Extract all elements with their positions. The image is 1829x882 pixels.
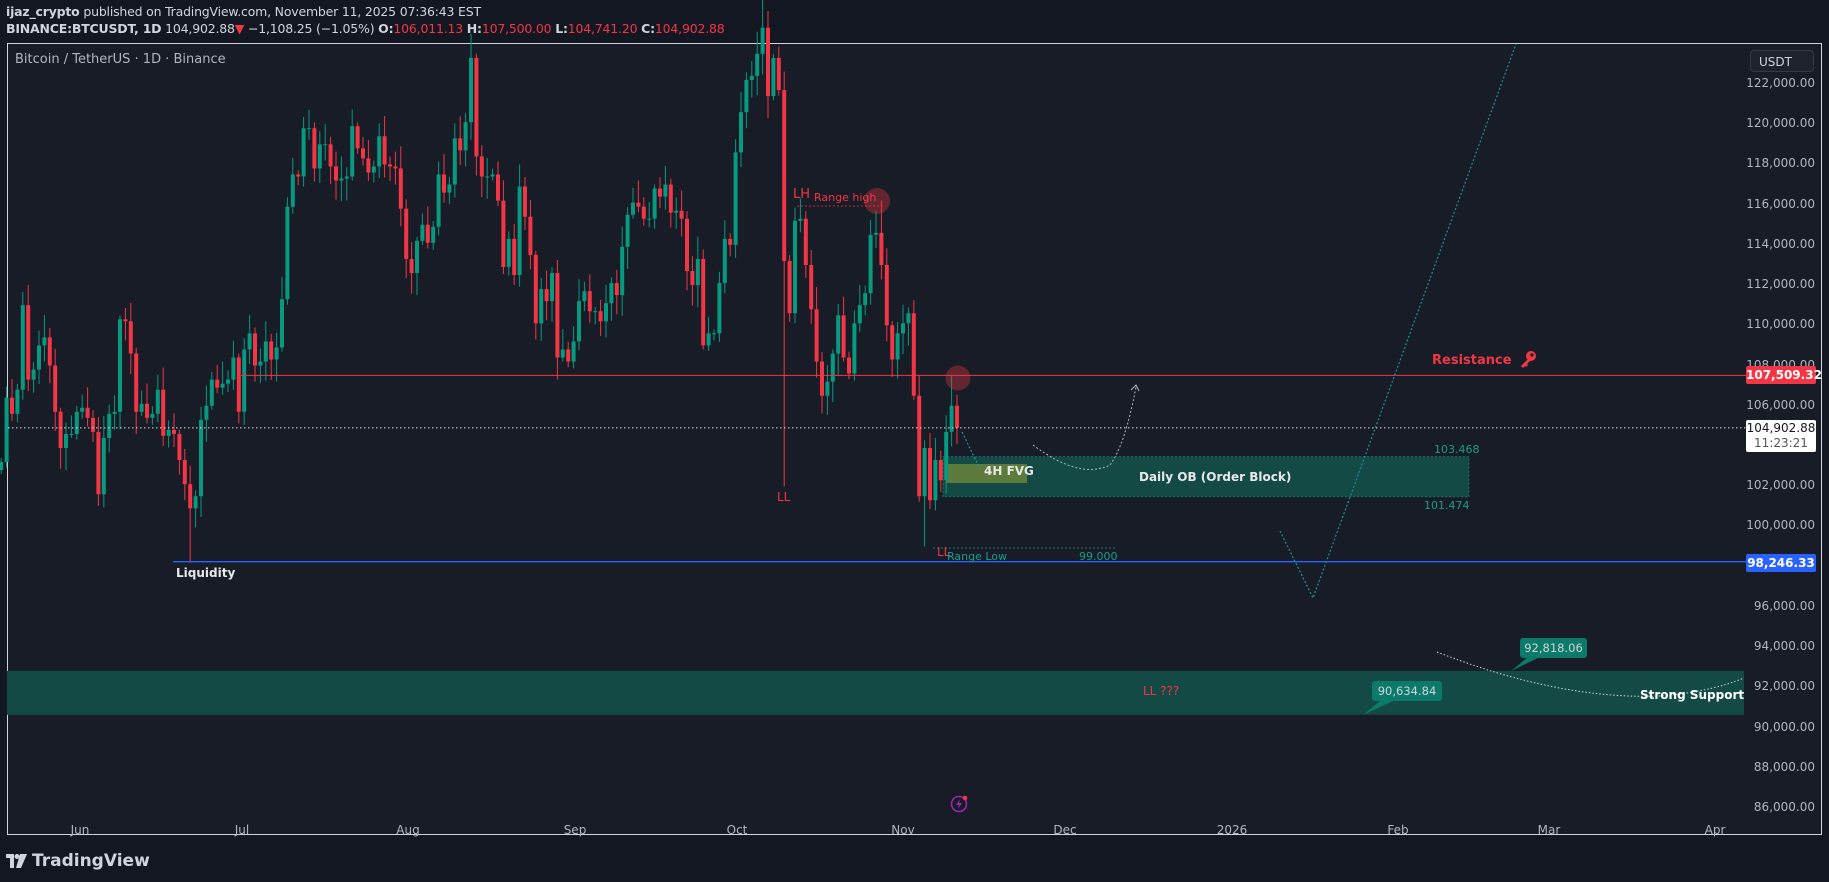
resistance-price-badge: 107,509.32 [1746,366,1822,384]
range-low-label: Range Low [947,550,1008,563]
v-projection-path[interactable] [1279,43,1517,600]
price-callout-lower: 90,634.84 [1372,681,1442,701]
price-axis-tick: 120,000.00 [1746,116,1815,131]
high-label: H: [466,21,482,36]
price-axis-tick: 86,000.00 [1753,799,1815,814]
price-axis-tick: 118,000.00 [1746,156,1815,171]
callout-upper-pointer [1511,657,1540,671]
price-axis-tick: 106,000.00 [1746,397,1815,412]
price-axis-tick: 94,000.00 [1753,639,1815,654]
strong-support-label: Strong Support [1640,688,1745,702]
price-axis-tick: 112,000.00 [1746,277,1815,292]
time-axis-tick: Sep [563,823,587,837]
ll-label-oct: LL [777,490,791,504]
ohlc-legend: BINANCE:BTCUSDT, 1D 104,902.88▼ −1,108.2… [6,21,725,36]
ob-top-value: 103.468 [1434,443,1480,456]
strong-support-zone[interactable] [7,670,1744,715]
ll-label-nov: LL [937,545,951,559]
low-value: 104,741.20 [567,21,638,36]
price-axis-tick: 122,000.00 [1746,76,1815,90]
close-value: 104,902.88 [654,21,725,36]
currency-button[interactable]: USDT [1750,50,1814,72]
ll-question-label: LL ??? [1143,684,1180,698]
daily-ob-label: Daily OB (Order Block) [1139,470,1292,484]
time-axis-tick: Apr [1704,823,1726,837]
resistance-test-circle[interactable] [945,365,971,391]
alert-lightning-icon[interactable] [950,794,970,818]
high-value: 107,500.00 [481,21,552,36]
ob-bottom-value: 101.474 [1424,499,1470,512]
low-label: L: [555,21,568,36]
price-axis-tick: 110,000.00 [1746,317,1815,332]
price-axis-tick: 116,000.00 [1746,196,1815,211]
published-text: published on TradingView.com, November 1… [83,4,481,19]
bar-countdown: 11:23:21 [1754,436,1808,450]
chart-title: Bitcoin / TetherUS · 1D · Binance [15,52,226,67]
price-axis-tick: 100,000.00 [1746,518,1815,533]
price-axis-tick: 90,000.00 [1753,719,1815,734]
range-high-label: Range high [814,191,877,204]
time-axis-tick: Dec [1053,823,1077,837]
time-axis-tick: Mar [1537,823,1561,837]
current-price-badge: 104,902.88 11:23:21 [1746,420,1816,452]
price-axis-tick: 114,000.00 [1746,236,1815,251]
last-price: 104,902.88 [165,21,235,36]
price-callout-upper: 92,818.06 [1520,638,1587,658]
fvg-projection-path[interactable] [961,431,981,470]
time-axis-tick: Nov [891,823,915,837]
resistance-label: Resistance [1432,353,1512,368]
publish-info: ijaz_crypto published on TradingView.com… [6,4,481,19]
lh-label: LH [793,187,811,202]
open-value: 106,011.13 [393,21,463,36]
support-curve-path[interactable] [1436,651,1745,697]
current-price: 104,902.88 [1746,421,1816,435]
brand-name: TradingView [32,851,150,871]
time-axis-tick: Oct [726,823,748,837]
close-label: C: [641,21,655,36]
time-axis-tick: Aug [396,823,420,837]
fvg-label: 4H FVG [984,464,1034,478]
callout-lower-pointer [1363,701,1393,715]
open-label: O: [378,21,394,36]
price-axis-tick: 88,000.00 [1753,759,1815,774]
down-arrow-icon: ▼ [234,21,245,36]
price-change: −1,108.25 (−1.05%) [247,21,375,36]
daily-ob-zone[interactable] [942,456,1470,498]
time-axis-tick: 2026 [1216,823,1248,837]
price-axis-tick: 96,000.00 [1753,598,1815,613]
tradingview-logo[interactable]: TradingView [6,851,150,871]
liquidity-label: Liquidity [176,566,236,580]
arrow-head-icon [1130,384,1140,392]
price-axis-tick: 102,000.00 [1746,478,1815,493]
liquidity-price-badge: 98,246.33 [1746,554,1816,572]
time-axis-tick: Jun [70,823,90,837]
time-axis-tick: Feb [1387,823,1409,837]
price-axis-tick: 92,000.00 [1753,679,1815,694]
time-axis-tick: Jul [234,823,250,837]
tradingview-logo-icon [6,854,27,868]
key-icon [1518,349,1538,373]
range-high-circle[interactable] [864,188,890,214]
symbol-label: BINANCE:BTCUSDT, 1D [6,21,162,36]
candlestick-series [0,0,959,563]
fvg-zone[interactable] [946,464,1027,483]
range-low-value: 99.000 [1079,550,1118,563]
author-name[interactable]: ijaz_crypto [6,4,80,19]
